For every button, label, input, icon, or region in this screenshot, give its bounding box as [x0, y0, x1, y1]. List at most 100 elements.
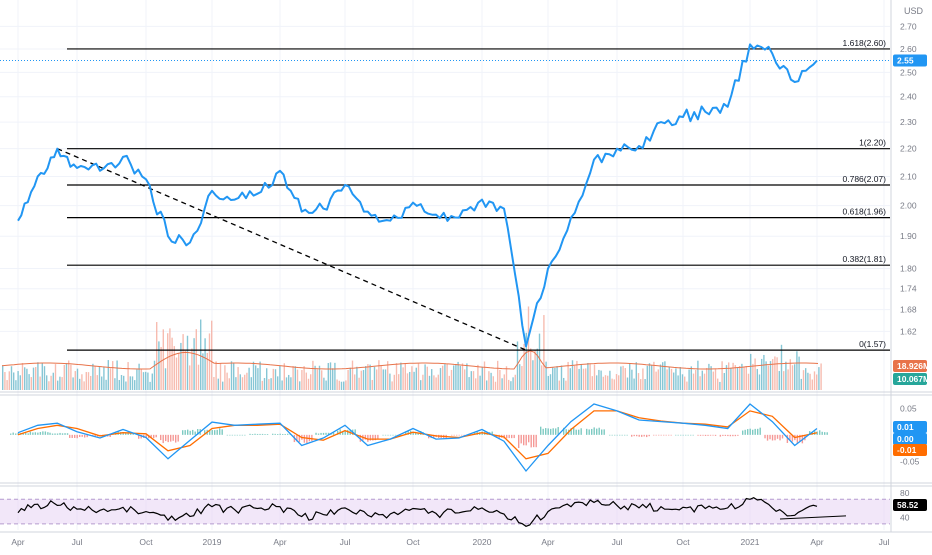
- volume-bar: [151, 373, 153, 390]
- volume-bar: [409, 371, 411, 390]
- macd-histogram-bar: [603, 429, 605, 435]
- volume-bar: [631, 369, 633, 390]
- volume-bar: [472, 371, 475, 390]
- volume-bar: [780, 344, 783, 390]
- volume-bar: [367, 364, 369, 390]
- macd-histogram-bar: [182, 430, 184, 435]
- macd-histogram-bar: [699, 434, 702, 436]
- macd-histogram-bar: [79, 434, 81, 437]
- macd-histogram-bar: [272, 433, 274, 435]
- volume-bar: [90, 375, 92, 390]
- macd-histogram-bar: [145, 434, 147, 438]
- macd-histogram-bar: [796, 434, 799, 444]
- volume-bar: [576, 360, 578, 390]
- macd-histogram-bar: [621, 434, 623, 436]
- price-tick-label: 1.62: [900, 326, 917, 336]
- volume-bar: [521, 366, 523, 390]
- volume-bar: [279, 365, 281, 390]
- macd-histogram-bar: [214, 430, 216, 435]
- volume-bar: [503, 374, 505, 390]
- volume-bar: [818, 367, 820, 390]
- macd-histogram-bar: [219, 428, 221, 435]
- price-tick-label: 1.74: [900, 284, 917, 294]
- volume-bar: [327, 363, 329, 390]
- macd-histogram-bar: [520, 434, 522, 444]
- macd-histogram-bar: [320, 432, 322, 435]
- macd-histogram-bar: [125, 432, 127, 435]
- macd-histogram-bar: [636, 434, 638, 437]
- macd-histogram-bar: [461, 434, 463, 436]
- macd-histogram-bar: [789, 434, 791, 441]
- macd-histogram-bar: [372, 434, 374, 441]
- macd-histogram-bar: [394, 434, 397, 436]
- fib-level-label: 1(2.20): [859, 138, 886, 148]
- volume-bar: [334, 362, 336, 390]
- volume-bar: [145, 371, 147, 390]
- macd-histogram-bar: [591, 428, 593, 435]
- volume-bar: [662, 362, 664, 390]
- volume-bar: [455, 364, 457, 390]
- fibonacci-levels: 1.618(2.60) 1(2.20) 0.786(2.07) 0.618(1.96)…: [67, 38, 890, 351]
- volume-bar: [54, 364, 57, 390]
- volume-bar: [37, 362, 39, 390]
- macd-histogram-bar: [236, 434, 239, 436]
- volume-bar: [24, 367, 26, 390]
- volume-bar: [164, 368, 167, 390]
- macd-histogram-bar: [306, 434, 308, 444]
- price-line: [17, 43, 818, 348]
- volume-bar: [85, 372, 87, 390]
- volume-bar: [745, 366, 747, 390]
- macd-histogram-bar: [518, 434, 520, 448]
- volume-bar: [607, 375, 609, 390]
- macd-histogram-bar: [315, 432, 317, 435]
- macd-histogram-bar: [175, 434, 177, 443]
- macd-histogram-bar: [337, 430, 339, 435]
- volume-bar: [369, 364, 371, 390]
- volume-bar: [688, 369, 690, 390]
- macd-histogram-bar: [821, 431, 823, 435]
- time-tick-label: Apr: [273, 537, 286, 547]
- pane-separators: [0, 0, 932, 533]
- volume-bar: [325, 380, 327, 390]
- volume-bar: [776, 357, 778, 390]
- macd-histogram-bar: [596, 428, 598, 435]
- macd-histogram-bar: [619, 434, 621, 436]
- macd-histogram-bar: [463, 434, 465, 436]
- macd-histogram-bar: [296, 434, 298, 442]
- volume-bar: [149, 381, 151, 390]
- volume-bar: [52, 372, 54, 390]
- volume-bar: [532, 360, 534, 390]
- volume-bar: [382, 369, 384, 390]
- volume-bar: [193, 338, 195, 390]
- volume-bar: [549, 374, 552, 390]
- volume-bar: [384, 369, 387, 390]
- macd-histogram-bar: [407, 430, 409, 435]
- macd-histogram-bar: [84, 434, 86, 438]
- volume-bar: [622, 365, 624, 390]
- macd-histogram-bar: [573, 427, 575, 435]
- volume-bar: [554, 367, 556, 390]
- volume-bar: [481, 366, 483, 390]
- volume-bar: [422, 374, 424, 390]
- macd-histogram-bar: [580, 428, 582, 435]
- macd-histogram-bar: [513, 434, 515, 439]
- macd-histogram-bar: [209, 430, 211, 435]
- time-tick-label: Jul: [879, 537, 890, 547]
- macd-histogram-bar: [646, 434, 648, 438]
- axes-layer: USD 2.70 2.60 2.50 2.40 2.30 2.20 2.10 2.00 1.90 1…: [11, 6, 923, 547]
- macd-histogram-bar: [451, 434, 453, 436]
- volume-bar: [563, 377, 565, 390]
- volume-bar: [94, 366, 96, 390]
- volume-bar: [426, 366, 428, 390]
- volume-bar: [213, 377, 215, 390]
- volume-bar: [743, 367, 745, 390]
- signal-badge-bg: [893, 444, 927, 456]
- volume-bar: [673, 372, 675, 390]
- macd-histogram-bar: [249, 433, 251, 435]
- macd-histogram-bar: [570, 428, 572, 435]
- volume-bar: [789, 359, 791, 390]
- volume-bar: [437, 374, 439, 390]
- volume-bar: [65, 362, 68, 390]
- volume-bar: [316, 369, 318, 390]
